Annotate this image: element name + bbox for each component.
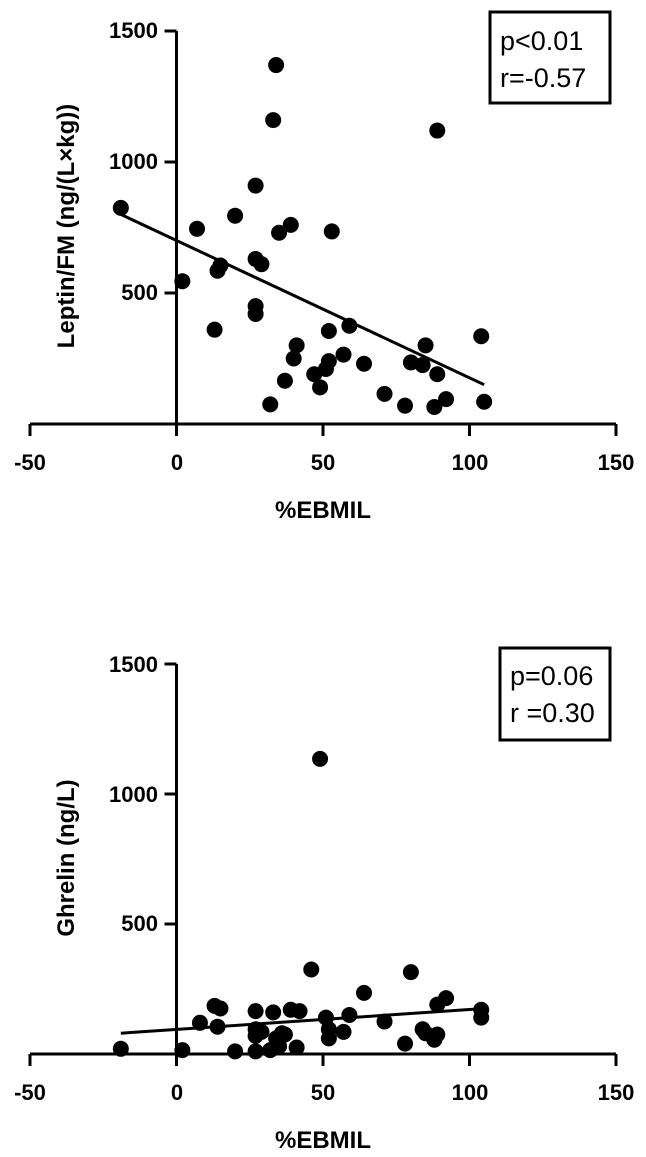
data-point — [212, 257, 229, 274]
data-point — [476, 393, 493, 410]
data-point — [247, 1003, 264, 1020]
x-tick-label: 0 — [171, 450, 183, 475]
r-value-text: r=-0.57 — [500, 63, 586, 93]
data-point — [356, 984, 373, 1001]
stats-box: p=0.06 r =0.30 — [498, 646, 612, 742]
regression-line — [120, 1007, 485, 1035]
data-point — [288, 337, 305, 354]
data-point — [247, 1043, 264, 1060]
x-tick-label: -50 — [14, 450, 46, 475]
data-point — [227, 207, 244, 224]
y-tick-label: 1000 — [109, 782, 158, 807]
data-point — [291, 1003, 308, 1020]
data-point — [247, 305, 264, 322]
stats-box-frame — [498, 646, 612, 742]
y-tick-label: 1500 — [109, 652, 158, 677]
y-tick-label: 500 — [121, 280, 158, 305]
data-point — [320, 1030, 337, 1047]
data-point — [271, 224, 288, 241]
data-point — [335, 346, 352, 363]
x-tick-label: 50 — [311, 1080, 335, 1105]
data-point — [320, 322, 337, 339]
data-point — [438, 391, 455, 408]
y-axis-title: Leptin/FM (ng/(L×kg)) — [53, 104, 80, 349]
data-point — [426, 398, 443, 415]
y-tick-label: 1000 — [109, 149, 158, 174]
data-point — [253, 1023, 270, 1040]
data-point — [276, 1026, 293, 1043]
data-point — [191, 1014, 208, 1031]
x-axis-title: %EBMIL — [275, 1127, 371, 1154]
chart-ghrelin: -50 0 50 100 150 500 1000 1500 %EBMIL Gh… — [14, 646, 634, 1154]
data-point — [174, 273, 191, 290]
data-point — [414, 357, 431, 374]
data-point — [429, 1026, 446, 1043]
data-point — [262, 396, 279, 413]
data-point — [265, 1004, 282, 1021]
data-point — [206, 321, 223, 338]
x-ticks: -50 0 50 100 150 — [14, 450, 634, 475]
x-axis-title: %EBMIL — [275, 497, 371, 524]
y-tick-label: 1500 — [109, 18, 158, 43]
data-point — [429, 366, 446, 383]
data-point — [376, 1013, 393, 1030]
x-tick-label: 0 — [171, 1080, 183, 1105]
data-point — [402, 964, 419, 981]
data-point — [473, 328, 490, 345]
y-axis-title: Ghrelin (ng/L) — [53, 779, 80, 936]
data-point — [438, 990, 455, 1007]
data-point — [312, 379, 329, 396]
data-point — [276, 372, 293, 389]
y-ticks: 500 1000 1500 — [109, 18, 158, 305]
chart-leptin: -50 0 50 100 150 500 1000 1500 %EBMIL Le… — [14, 10, 634, 524]
data-point — [189, 220, 206, 237]
stats-box-frame — [488, 10, 612, 105]
y-tick-label: 500 — [121, 911, 158, 936]
data-point — [341, 1007, 358, 1023]
data-point — [312, 750, 329, 767]
stats-box: p<0.01 r=-0.57 — [488, 10, 612, 105]
data-point — [356, 355, 373, 372]
data-point — [376, 385, 393, 402]
x-tick-label: -50 — [14, 1080, 46, 1105]
data-point — [227, 1043, 244, 1060]
plot-area — [28, 662, 618, 1066]
data-point — [335, 1023, 352, 1040]
data-point — [288, 1039, 305, 1056]
data-point — [323, 223, 340, 240]
x-tick-label: 50 — [311, 450, 335, 475]
data-point — [473, 1009, 490, 1026]
data-point — [268, 57, 285, 74]
r-value-text: r =0.30 — [510, 698, 595, 728]
data-point — [112, 1040, 129, 1057]
data-point — [212, 1000, 229, 1017]
data-point — [247, 177, 264, 194]
data-point — [282, 216, 299, 233]
p-value-text: p<0.01 — [500, 26, 583, 56]
data-point — [429, 122, 446, 139]
x-ticks: -50 0 50 100 150 — [14, 1080, 634, 1105]
plot-area — [28, 29, 618, 436]
data-point — [397, 397, 414, 414]
data-point — [112, 199, 129, 216]
p-value-text: p=0.06 — [510, 661, 593, 691]
regression-line — [120, 213, 485, 387]
x-tick-label: 100 — [452, 1080, 489, 1105]
data-point — [253, 256, 270, 273]
x-tick-label: 100 — [452, 450, 489, 475]
y-ticks: 500 1000 1500 — [109, 652, 158, 936]
data-point — [174, 1042, 191, 1059]
data-point — [285, 350, 302, 367]
data-point — [303, 961, 320, 978]
data-point — [417, 337, 434, 354]
data-point — [397, 1035, 414, 1052]
data-point — [209, 1018, 226, 1035]
data-point — [265, 112, 282, 129]
x-tick-label: 150 — [598, 450, 635, 475]
x-tick-label: 150 — [598, 1080, 635, 1105]
data-point — [341, 317, 358, 334]
data-point — [320, 353, 337, 370]
